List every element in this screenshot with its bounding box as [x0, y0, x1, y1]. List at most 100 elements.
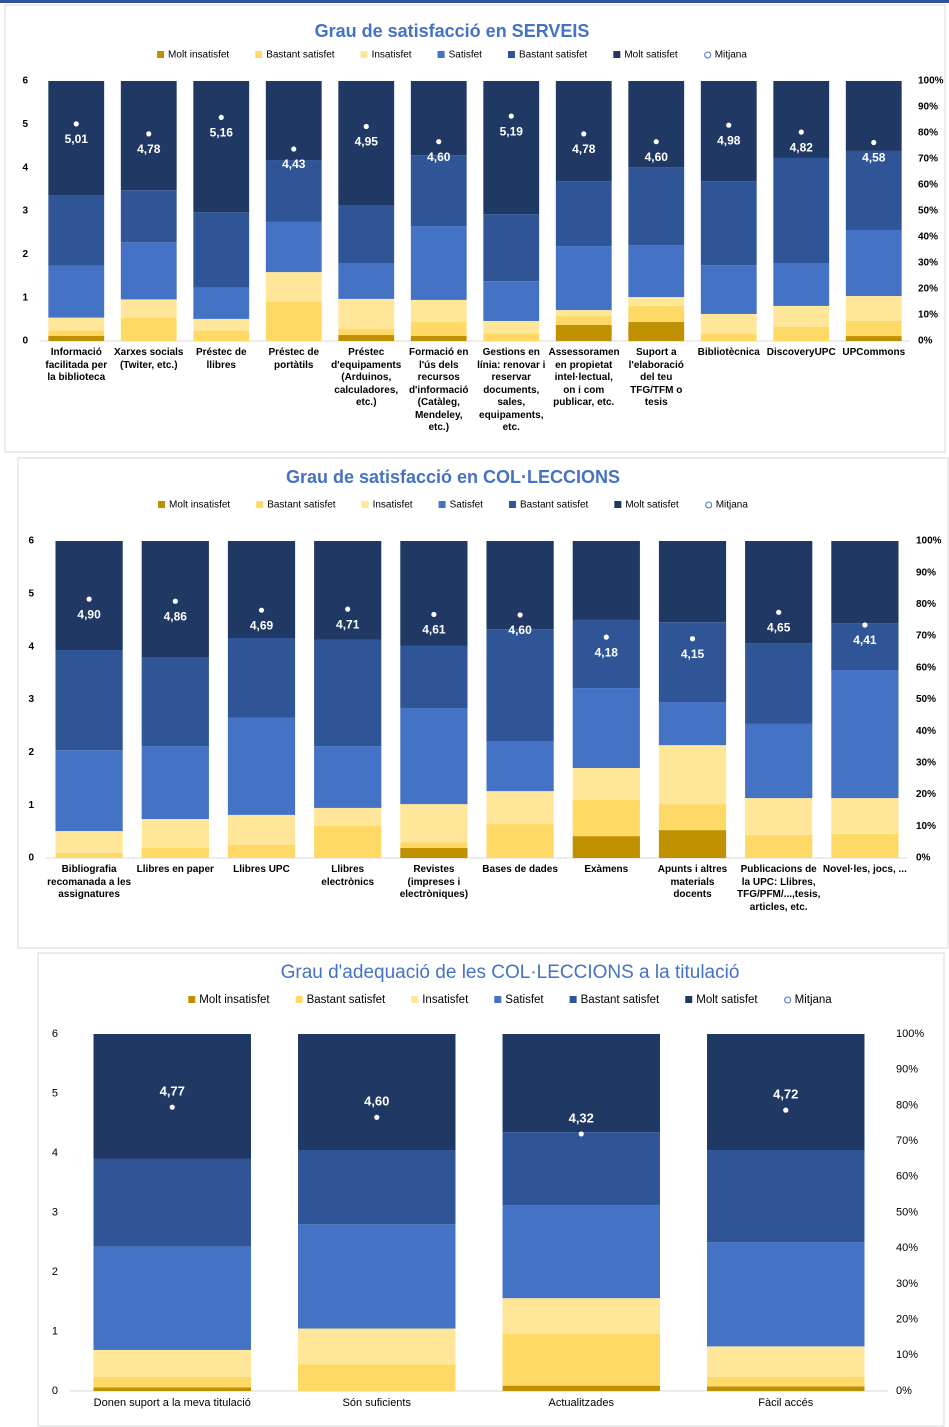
bar-segment — [707, 1242, 865, 1347]
bar-segment — [486, 824, 554, 858]
mean-dot — [653, 139, 659, 145]
legend-marker — [360, 51, 368, 58]
x-label-box: Fàcil accés — [758, 1397, 813, 1409]
x-tick-label: Xarxes socials (Twiter, etc.) — [114, 347, 184, 371]
x-label-box: DiscoveryUPC — [767, 347, 836, 358]
legend-label: Mitjana — [795, 994, 833, 1006]
y-tick-label: 2 — [22, 249, 28, 260]
mean-label: 4,60 — [508, 623, 532, 637]
bar-segment — [628, 167, 685, 246]
bar-segment — [410, 322, 467, 336]
bar-segment — [572, 767, 640, 800]
bar-segment — [314, 541, 382, 640]
mean-label: 5,01 — [65, 132, 89, 146]
y-tick-label: 1 — [52, 1325, 58, 1337]
bar-segment — [572, 541, 640, 620]
y-tick-label: 0 — [28, 853, 34, 864]
legend-marker — [157, 51, 165, 58]
y2-tick-label: 60% — [896, 1171, 918, 1183]
bar-segment — [193, 318, 250, 331]
bar-segment — [265, 160, 322, 222]
y2-tick-label: 60% — [918, 180, 938, 191]
mean-label: 4,90 — [77, 607, 101, 621]
legend: Molt insatisfet Bastant satisfet Insatisfe… — [157, 50, 747, 61]
bar-segment — [265, 221, 322, 273]
bar-segment — [658, 702, 727, 746]
bar-segment — [120, 299, 177, 318]
x-label-box: Suport a l'elaboració del teu TFG/TFM o … — [629, 347, 684, 408]
bar-segment — [745, 834, 813, 858]
y2-tick-label: 100% — [896, 1028, 924, 1040]
mean-dot — [726, 122, 732, 128]
y-tick-label: 5 — [28, 588, 34, 599]
x-label-box: Actualitzades — [549, 1397, 614, 1409]
legend-label: Insatisfet — [372, 50, 412, 61]
x-tick-label: Novel·les, jocs, ... — [822, 864, 907, 875]
mean-label: 4,95 — [355, 135, 379, 149]
bar-segment — [486, 741, 554, 792]
y2-tick-label: 30% — [896, 1278, 918, 1290]
mean-dot — [783, 1107, 789, 1113]
bar-segment — [120, 190, 177, 243]
bar-segment — [410, 299, 467, 323]
bar-segment — [93, 1034, 251, 1159]
mean-dot — [172, 598, 178, 604]
bar-segment — [298, 1224, 456, 1329]
bar-segment — [700, 265, 757, 314]
y2-tick-label: 80% — [918, 128, 938, 139]
y2-tick-label: 10% — [916, 821, 936, 832]
bar-segment — [572, 799, 640, 837]
x-tick-label: Llibres en paper — [136, 864, 214, 875]
mean-dot — [345, 606, 351, 612]
x-tick-label: Donen suport a la meva titulació — [93, 1397, 251, 1409]
legend-label: Satisfet — [505, 994, 544, 1006]
bar-segment — [227, 541, 296, 639]
bar-segment — [628, 305, 685, 323]
bar-segment — [831, 623, 899, 671]
x-label-box: Exàmens — [584, 864, 628, 875]
mean-label: 4,32 — [569, 1110, 594, 1125]
bar-segment — [572, 619, 640, 689]
mean-label: 4,41 — [853, 633, 877, 647]
x-label-box: Bases de dades — [482, 864, 558, 875]
y-tick-label: 3 — [22, 206, 28, 217]
bar-segment — [193, 81, 250, 213]
bar-segment — [265, 302, 322, 341]
bar-segment — [707, 1034, 865, 1151]
legend-label: Satisfet — [450, 500, 484, 511]
bar-segment — [486, 629, 554, 742]
legend-label: Molt insatisfet — [199, 994, 270, 1006]
y-tick-label: 6 — [28, 536, 34, 547]
y-tick-label: 1 — [28, 800, 34, 811]
bar-segment — [48, 265, 105, 318]
y2-tick-label: 50% — [896, 1206, 918, 1218]
y2-tick-label: 70% — [916, 631, 936, 642]
mean-label: 4,78 — [137, 142, 161, 156]
bar-segment — [845, 296, 902, 321]
y2-tick-label: 0% — [918, 336, 933, 347]
bar-segment — [400, 708, 468, 805]
mean-label: 4,72 — [773, 1087, 798, 1102]
bar-segment — [93, 1376, 251, 1388]
y2-tick-label: 100% — [916, 536, 942, 547]
bar-segment — [555, 246, 612, 311]
bar-segment — [55, 541, 123, 651]
mean-dot — [169, 1104, 175, 1110]
bar-segment — [93, 1158, 251, 1247]
legend-label: Mitjana — [715, 50, 748, 61]
legend-label: Bastant satisfet — [581, 994, 660, 1006]
x-label-box: Assessorament en propietat intel·lectual… — [549, 347, 620, 408]
chart-frame — [17, 457, 949, 949]
mean-label: 4,58 — [862, 151, 886, 165]
y2-tick-label: 90% — [918, 102, 938, 113]
legend-label: Insatisfet — [422, 994, 469, 1006]
x-tick-label: Revistes (impreses i electròniques) — [399, 864, 469, 900]
bar-segment — [845, 320, 902, 337]
mean-dot — [871, 139, 877, 146]
x-label-box: Formació en l'ús dels recursos d'informa… — [409, 347, 469, 433]
bar-segment — [628, 322, 685, 341]
bar-segment — [400, 842, 468, 848]
y-tick-label: 0 — [22, 336, 28, 347]
bar-segment — [707, 1386, 865, 1391]
